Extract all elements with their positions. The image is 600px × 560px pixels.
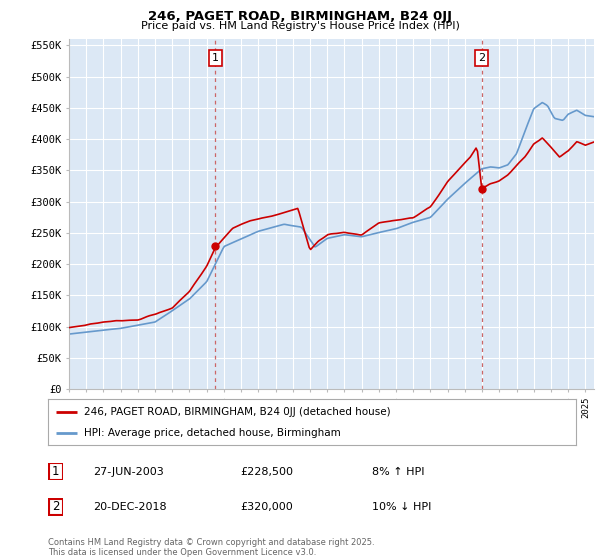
Text: 8% ↑ HPI: 8% ↑ HPI [372,466,425,477]
Text: 10% ↓ HPI: 10% ↓ HPI [372,502,431,512]
Text: 246, PAGET ROAD, BIRMINGHAM, B24 0JJ: 246, PAGET ROAD, BIRMINGHAM, B24 0JJ [148,10,452,23]
Text: 2: 2 [52,500,59,514]
FancyBboxPatch shape [49,499,62,515]
Text: 27-JUN-2003: 27-JUN-2003 [93,466,164,477]
Text: £320,000: £320,000 [240,502,293,512]
Text: 20-DEC-2018: 20-DEC-2018 [93,502,167,512]
Text: 1: 1 [212,53,218,63]
FancyBboxPatch shape [49,464,62,479]
Text: Contains HM Land Registry data © Crown copyright and database right 2025.
This d: Contains HM Land Registry data © Crown c… [48,538,374,557]
Text: Price paid vs. HM Land Registry's House Price Index (HPI): Price paid vs. HM Land Registry's House … [140,21,460,31]
Text: 1: 1 [52,465,59,478]
Text: HPI: Average price, detached house, Birmingham: HPI: Average price, detached house, Birm… [84,428,341,438]
Text: 246, PAGET ROAD, BIRMINGHAM, B24 0JJ (detached house): 246, PAGET ROAD, BIRMINGHAM, B24 0JJ (de… [84,407,391,417]
Text: 2: 2 [478,53,485,63]
Text: £228,500: £228,500 [240,466,293,477]
